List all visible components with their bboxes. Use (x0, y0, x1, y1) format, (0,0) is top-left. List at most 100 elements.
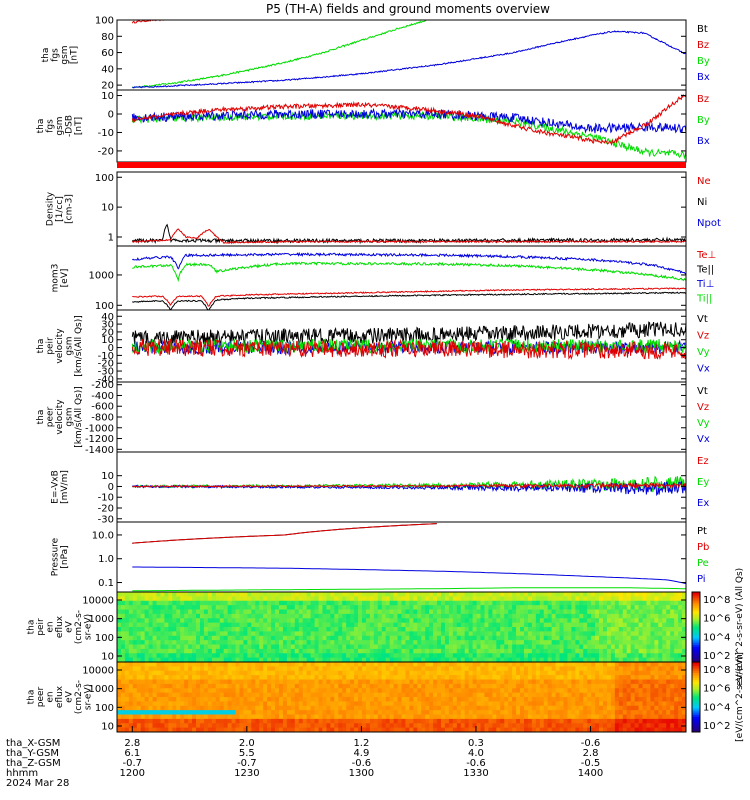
heatmap-cell (219, 605, 225, 611)
heatmap-cell (192, 675, 197, 681)
heatmap-cell (595, 705, 600, 711)
heatmap-cell (441, 600, 446, 606)
heatmap-cell (219, 718, 225, 724)
heatmap-cell (413, 635, 418, 641)
heatmap-cell (385, 679, 391, 685)
heatmap-cell (346, 662, 351, 667)
heatmap-cell (164, 635, 169, 641)
heatmap-cell (290, 666, 296, 672)
heatmap-cell (361, 657, 367, 662)
heatmap-cell (397, 627, 403, 632)
heatmap-cell (381, 675, 387, 681)
heatmap-cell (531, 710, 537, 716)
heatmap-cell (263, 635, 268, 641)
heatmap-cell (520, 596, 525, 602)
heatmap-cell (520, 644, 525, 650)
heatmap-cell (452, 592, 458, 597)
heatmap-cell (614, 723, 620, 729)
heatmap-cell (579, 683, 584, 689)
heatmap-cell (555, 688, 561, 694)
heatmap-cell (168, 592, 173, 597)
heatmap-cell (255, 675, 260, 681)
heatmap-cell (678, 683, 683, 689)
heatmap-cell (354, 635, 359, 641)
heatmap-cell (630, 666, 636, 672)
heatmap-cell (389, 600, 395, 606)
heatmap-cell (670, 618, 675, 624)
heatmap-cell (484, 592, 490, 597)
heatmap-cell (117, 631, 122, 637)
heatmap-cell (117, 688, 122, 694)
heatmap-cell (666, 688, 671, 694)
heatmap-cell (508, 613, 513, 619)
heatmap-cell (393, 592, 399, 597)
heatmap-cell (603, 727, 608, 732)
heatmap-cell (583, 675, 588, 681)
heatmap-cell (429, 714, 434, 720)
heatmap-cell (634, 596, 640, 602)
heatmap-cell (389, 648, 395, 654)
heatmap-cell (203, 627, 209, 632)
heatmap-cell (247, 627, 252, 632)
heatmap-cell (448, 662, 454, 667)
heatmap-cell (215, 662, 221, 667)
heatmap-cell (117, 697, 122, 702)
heatmap-cell (239, 627, 245, 632)
heatmap-cell (555, 592, 561, 597)
heatmap-cell (500, 613, 505, 619)
heatmap-cell (551, 683, 557, 689)
heatmap-cell (338, 679, 343, 685)
heatmap-cell (527, 605, 533, 611)
heatmap-cell (338, 710, 343, 716)
heatmap-cell (318, 718, 324, 724)
heatmap-cell (124, 596, 130, 602)
heatmap-cell (610, 692, 616, 698)
heatmap-cell (314, 662, 320, 667)
heatmap-cell (164, 666, 169, 672)
heatmap-cell (389, 675, 395, 681)
heatmap-cell (468, 657, 474, 662)
heatmap-cell (184, 662, 189, 667)
heatmap-cell (429, 666, 434, 672)
heatmap-cell (156, 592, 162, 597)
heatmap-cell (377, 714, 383, 720)
heatmap-cell (334, 592, 339, 597)
heatmap-cell (132, 627, 138, 632)
colorbar-cell (692, 611, 700, 614)
heatmap-cell (646, 701, 652, 707)
heatmap-cell (223, 600, 229, 606)
heatmap-cell (132, 692, 138, 698)
heatmap-cell (286, 705, 292, 711)
panel-data (117, 662, 686, 732)
heatmap-cell (219, 635, 225, 641)
heatmap-cell (148, 675, 154, 681)
heatmap-cell (334, 662, 339, 667)
heatmap-cell (654, 662, 659, 667)
heatmap-cell (460, 723, 466, 729)
heatmap-cell (587, 627, 592, 632)
heatmap-cell (318, 622, 324, 628)
heatmap-cell (298, 635, 304, 641)
heatmap-cell (373, 635, 379, 641)
heatmap-cell (448, 727, 454, 732)
heatmap-cell (160, 666, 166, 672)
heatmap-cell (247, 631, 252, 637)
heatmap-cell (472, 718, 478, 724)
heatmap-cell (231, 692, 237, 698)
heatmap-cell (646, 688, 652, 694)
heatmap-cell (527, 596, 533, 602)
heatmap-cell (286, 622, 292, 628)
heatmap-cell (172, 609, 177, 615)
heatmap-cell (235, 596, 241, 602)
heatmap-cell (456, 723, 462, 729)
heatmap-cell (144, 662, 150, 667)
heatmap-cell (211, 592, 217, 597)
heatmap-cell (437, 596, 442, 602)
heatmap-cell (401, 605, 407, 611)
heatmap-cell (595, 627, 600, 632)
colorbar-cell (692, 714, 700, 717)
heatmap-cell (401, 701, 407, 707)
heatmap-cell (397, 631, 403, 637)
heatmap-cell (247, 710, 252, 716)
heatmap-cell (674, 600, 679, 606)
